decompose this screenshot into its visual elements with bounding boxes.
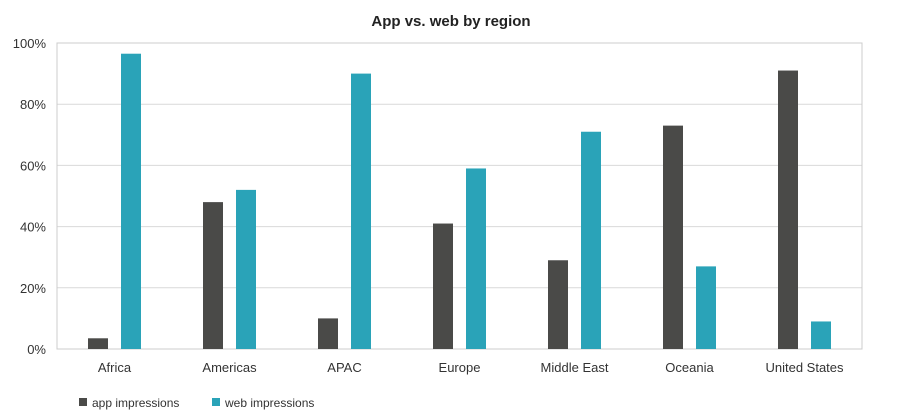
bar-web-impressions xyxy=(351,73,371,349)
legend-label: web impressions xyxy=(224,396,314,410)
bar-app-impressions xyxy=(88,338,108,349)
bar-app-impressions xyxy=(663,125,683,350)
x-category-label: Africa xyxy=(98,360,132,375)
y-tick-label: 80% xyxy=(20,97,46,112)
x-category-label: Oceania xyxy=(665,360,714,375)
bar-web-impressions xyxy=(811,321,831,349)
y-tick-label: 0% xyxy=(27,342,46,357)
bar-app-impressions xyxy=(318,318,338,349)
y-tick-label: 60% xyxy=(20,158,46,173)
bar-app-impressions xyxy=(203,202,223,349)
bar-app-impressions xyxy=(778,70,798,349)
x-category-label: Middle East xyxy=(541,360,609,375)
bars xyxy=(88,53,831,350)
plot-frame xyxy=(56,42,863,350)
bar-app-impressions xyxy=(433,223,453,349)
bar-web-impressions xyxy=(696,266,716,349)
x-category-label: APAC xyxy=(327,360,361,375)
y-tick-label: 20% xyxy=(20,281,46,296)
y-tick-label: 100% xyxy=(13,36,47,51)
legend-swatch xyxy=(79,398,87,406)
bar-web-impressions xyxy=(236,189,256,349)
legend: app impressions web impressions xyxy=(79,396,314,410)
x-category-label: Americas xyxy=(202,360,257,375)
y-axis-ticks: 0% 20% 40% 60% 80% 100% xyxy=(13,36,47,357)
bar-app-impressions xyxy=(548,260,568,349)
gridlines xyxy=(56,42,863,350)
chart-title: App vs. web by region xyxy=(371,13,530,30)
x-category-label: Europe xyxy=(439,360,481,375)
bar-web-impressions xyxy=(466,168,486,349)
y-tick-label: 40% xyxy=(20,220,46,235)
x-category-label: United States xyxy=(765,360,844,375)
x-axis-categories: Africa Americas APAC Europe Middle East Ocean… xyxy=(98,360,844,375)
legend-swatch xyxy=(212,398,220,406)
bar-web-impressions xyxy=(581,131,601,349)
legend-label: app impressions xyxy=(92,396,179,410)
bar-web-impressions xyxy=(121,53,141,350)
